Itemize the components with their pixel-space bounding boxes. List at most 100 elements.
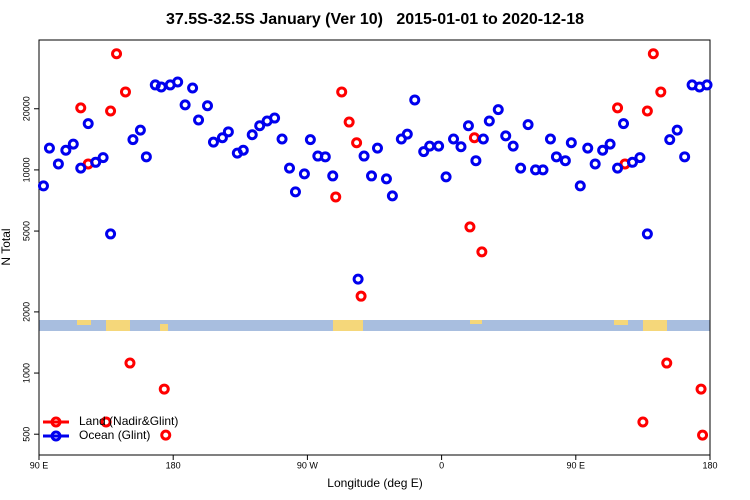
data-point (97, 152, 109, 164)
data-point (124, 357, 136, 369)
data-point (179, 99, 191, 111)
data-point (336, 86, 348, 98)
data-point (52, 158, 64, 170)
data-point (222, 126, 234, 138)
data-point (582, 142, 594, 154)
data-point (626, 156, 638, 168)
data-point (134, 124, 146, 136)
data-point (612, 162, 624, 174)
data-point (544, 133, 556, 145)
data-point (158, 383, 170, 395)
data-point (537, 164, 549, 176)
data-point (476, 246, 488, 258)
data-point (701, 79, 713, 91)
data-point (187, 82, 199, 94)
data-point (82, 118, 94, 130)
data-point (351, 137, 363, 149)
legend-label: Land (Nadir&Glint) (79, 414, 178, 428)
data-point (433, 140, 445, 152)
data-point (637, 416, 649, 428)
data-point (284, 162, 296, 174)
data-point (661, 357, 673, 369)
legend-marker (50, 416, 62, 428)
data-point (464, 221, 476, 233)
y-tick-label: 20000 (21, 96, 31, 121)
data-point (671, 124, 683, 136)
data-point (105, 105, 117, 117)
data-point (111, 48, 123, 60)
data-point (237, 144, 249, 156)
data-point (358, 150, 370, 162)
data-point (140, 151, 152, 163)
data-point (641, 105, 653, 117)
data-point (67, 138, 79, 150)
data-point (550, 151, 562, 163)
data-point (522, 119, 534, 131)
data-point (172, 76, 184, 88)
y-tick-label: 5000 (21, 221, 31, 241)
data-point (201, 100, 213, 112)
x-tick-label: 0 (439, 460, 444, 470)
data-point (655, 86, 667, 98)
data-point (418, 146, 430, 158)
data-point (160, 429, 172, 441)
data-point (304, 134, 316, 146)
data-point (254, 120, 266, 132)
data-point (207, 136, 219, 148)
data-point (380, 173, 392, 185)
legend-label: Ocean (Glint) (79, 428, 150, 442)
data-point (193, 114, 205, 126)
data-point (483, 115, 495, 127)
data-point (612, 102, 624, 114)
data-point (100, 416, 112, 428)
y-axis-label: N Total (0, 228, 13, 265)
y-tick-label: 10000 (21, 157, 31, 182)
data-point (664, 134, 676, 146)
data-point (343, 116, 355, 128)
data-point (641, 228, 653, 240)
data-point (119, 86, 131, 98)
data-point (440, 171, 452, 183)
data-point (60, 144, 72, 156)
x-tick-label: 180 (166, 460, 181, 470)
data-point (75, 102, 87, 114)
x-tick-label: 90 W (297, 460, 319, 470)
data-point (589, 158, 601, 170)
chart-title: 37.5S-32.5S January (Ver 10) 2015-01-01 … (166, 11, 584, 28)
data-point (634, 152, 646, 164)
data-point (507, 140, 519, 152)
data-point (371, 142, 383, 154)
y-tick-label: 500 (21, 427, 31, 442)
data-point (246, 129, 258, 141)
plot-frame (38, 39, 711, 456)
data-point (477, 133, 489, 145)
data-point (276, 133, 288, 145)
data-point (355, 290, 367, 302)
y-tick-label: 1000 (21, 363, 31, 383)
data-point (565, 137, 577, 149)
map-strip (39, 320, 710, 331)
data-point (462, 120, 474, 132)
data-point (327, 170, 339, 182)
y-tick-label: 2000 (21, 302, 31, 322)
data-point (559, 155, 571, 167)
data-point (470, 155, 482, 167)
data-point (695, 383, 707, 395)
x-tick-label: 90 E (30, 460, 49, 470)
data-point (618, 118, 630, 130)
data-point (401, 128, 413, 140)
data-point (448, 133, 460, 145)
data-point (386, 190, 398, 202)
data-point (647, 48, 659, 60)
data-point (604, 138, 616, 150)
legend-marker (50, 430, 62, 442)
data-point (492, 104, 504, 116)
data-point (298, 168, 310, 180)
data-point (352, 273, 364, 285)
data-point (515, 162, 527, 174)
data-point (289, 186, 301, 198)
data-point (366, 170, 378, 182)
data-point (319, 151, 331, 163)
